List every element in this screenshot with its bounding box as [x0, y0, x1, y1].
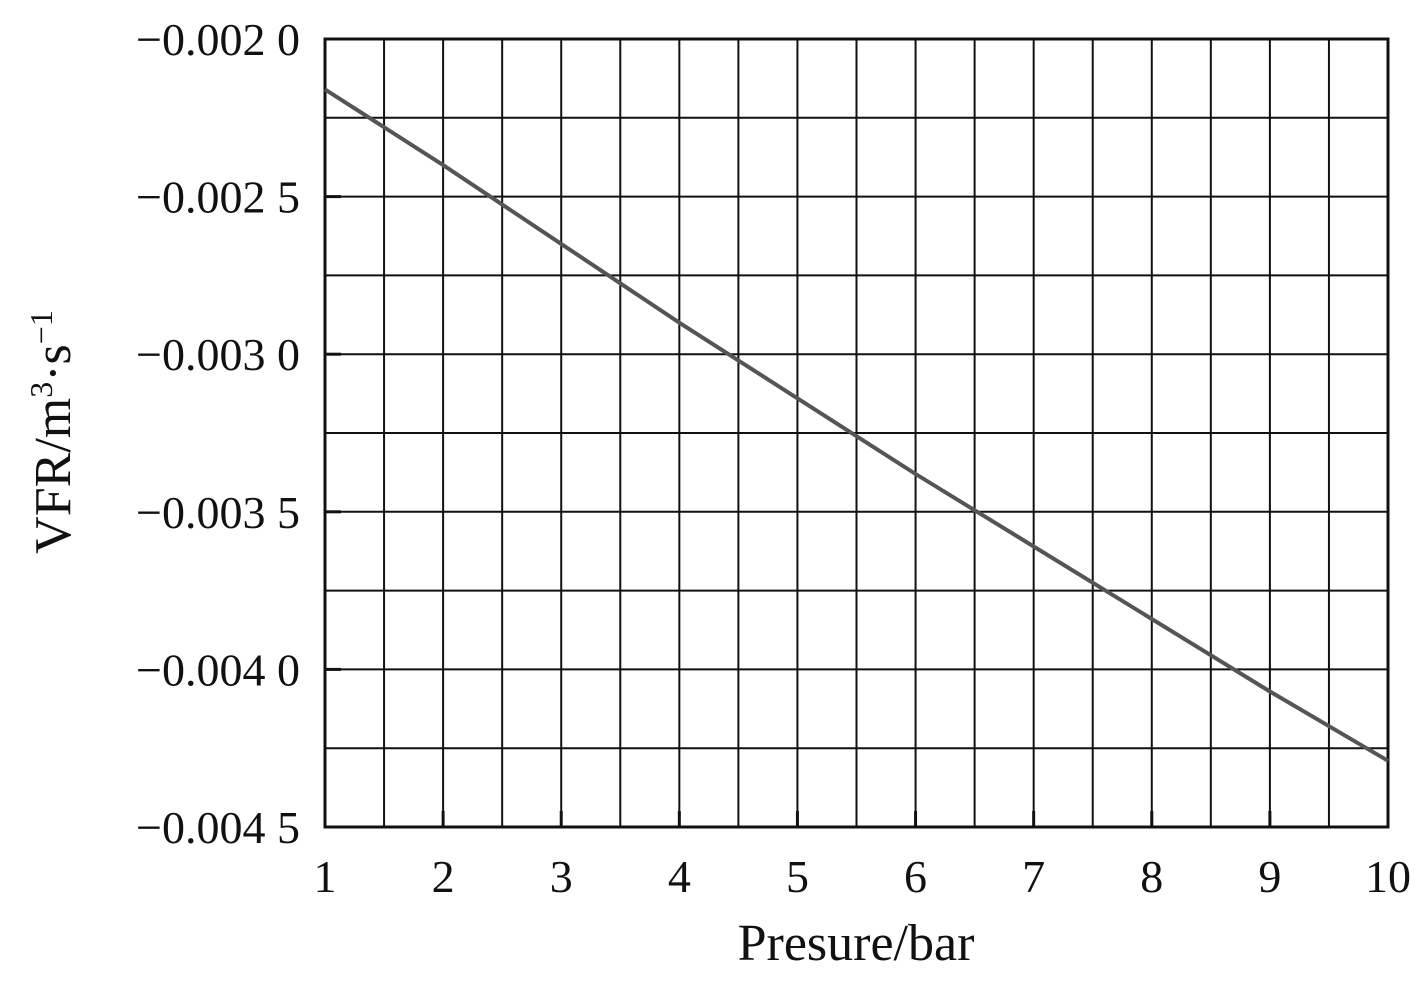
axes — [323, 37, 1390, 829]
y-axis-title-prefix: VFR/m — [25, 398, 82, 554]
x-axis-title: Presure/bar — [738, 915, 975, 972]
y-tick-label: −0.003 5 — [136, 487, 300, 538]
x-tick-label: 2 — [432, 851, 455, 902]
series-line — [323, 87, 1390, 763]
y-tick-label: −0.004 5 — [136, 802, 300, 853]
y-tick-label: −0.003 0 — [136, 329, 300, 380]
x-tick-label: 6 — [904, 851, 927, 902]
y-axis-title: VFR/m3·s−1 — [23, 310, 82, 554]
x-tick-label: 10 — [1365, 851, 1411, 902]
y-axis-title-middle: ·s — [25, 344, 82, 382]
x-tick-label: 9 — [1258, 851, 1281, 902]
x-tick-label: 8 — [1140, 851, 1163, 902]
grid-lines — [325, 39, 1388, 827]
x-tick-label: 3 — [550, 851, 573, 902]
x-tick-label: 1 — [314, 851, 337, 902]
y-axis-title-exp2: −1 — [23, 310, 59, 344]
x-tick-label: 5 — [786, 851, 809, 902]
y-tick-label: −0.002 5 — [136, 172, 300, 223]
y-tick-label: −0.004 0 — [136, 644, 300, 695]
y-tick-label: −0.002 0 — [136, 14, 300, 65]
tick-labels: −0.002 0 −0.002 5 −0.003 0 −0.003 5 −0.004 0… — [136, 14, 1411, 902]
y-axis-title-exp1: 3 — [23, 382, 59, 398]
x-tick-label: 4 — [668, 851, 691, 902]
series-layer — [323, 87, 1390, 763]
plot-frame — [323, 37, 1390, 829]
x-tick-label: 7 — [1022, 851, 1045, 902]
